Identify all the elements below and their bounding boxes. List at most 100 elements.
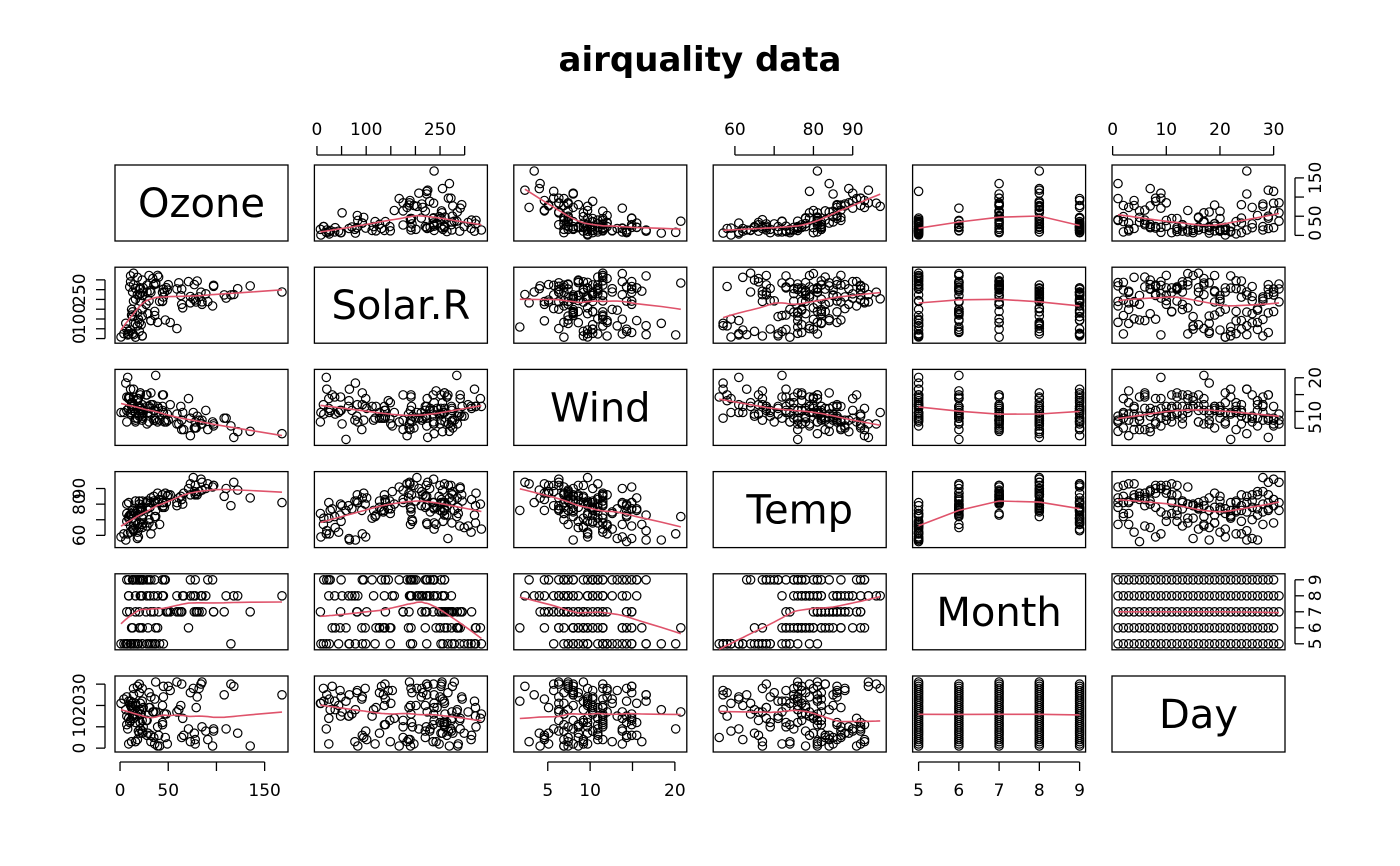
- panel-frame: [513, 164, 688, 242]
- data-point: [875, 407, 885, 418]
- data-point: [612, 533, 622, 544]
- data-point: [1193, 268, 1204, 278]
- data-point: [245, 281, 255, 291]
- data-point: [621, 606, 632, 617]
- data-point: [563, 279, 573, 290]
- data-point: [1074, 505, 1085, 516]
- data-point: [548, 186, 559, 197]
- data-point: [559, 741, 569, 751]
- data-point: [812, 677, 823, 687]
- data-point: [761, 290, 772, 300]
- data-point: [122, 516, 132, 527]
- data-point: [792, 638, 803, 649]
- data-point: [1215, 213, 1225, 224]
- tick-label: 20: [664, 781, 686, 801]
- data-point: [824, 315, 834, 326]
- data-point: [421, 518, 432, 528]
- data-point: [1242, 189, 1252, 199]
- data-point: [455, 390, 465, 400]
- data-point: [587, 497, 598, 508]
- data-point: [387, 421, 398, 431]
- data-point: [617, 707, 628, 717]
- data-point: [832, 681, 842, 692]
- data-point: [641, 329, 651, 340]
- data-point: [1236, 405, 1247, 416]
- data-point: [116, 638, 126, 649]
- data-point: [1268, 574, 1279, 585]
- data-point: [1166, 638, 1177, 649]
- data-point: [380, 574, 391, 585]
- data-point: [144, 514, 154, 525]
- data-point: [416, 213, 427, 223]
- data-point: [855, 622, 866, 633]
- data-point: [1215, 491, 1225, 502]
- data-point: [185, 590, 196, 601]
- data-point: [1215, 413, 1225, 423]
- data-point: [1215, 306, 1225, 317]
- data-point: [128, 525, 139, 536]
- data-point: [913, 213, 924, 223]
- data-point: [1204, 522, 1214, 533]
- panel-frame: [114, 675, 289, 753]
- data-point: [994, 178, 1004, 189]
- data-point: [1074, 417, 1085, 427]
- data-point: [1199, 638, 1209, 649]
- data-point: [123, 497, 134, 508]
- data-point: [804, 323, 815, 334]
- panel-wind-vs-month: [911, 368, 1087, 447]
- data-point: [1166, 478, 1177, 489]
- data-point: [1172, 622, 1182, 633]
- data-point: [1247, 590, 1257, 601]
- data-point: [1252, 574, 1263, 585]
- data-point: [832, 306, 842, 317]
- data-point: [157, 700, 168, 711]
- data-point: [122, 574, 132, 585]
- panel-frame: [1111, 470, 1286, 549]
- data-point: [172, 284, 182, 294]
- data-point: [1188, 270, 1198, 281]
- data-point: [1236, 276, 1247, 286]
- data-point: [913, 505, 924, 516]
- data-point: [788, 689, 799, 700]
- data-point: [1034, 166, 1045, 176]
- data-point: [1263, 223, 1274, 234]
- data-point: [469, 510, 480, 520]
- data-point: [954, 222, 964, 233]
- data-point: [745, 698, 756, 709]
- data-point: [1274, 296, 1284, 307]
- data-point: [463, 638, 473, 649]
- data-point: [828, 700, 838, 711]
- data-point: [524, 574, 534, 585]
- data-point: [1258, 519, 1268, 530]
- data-point: [626, 220, 637, 230]
- data-point: [444, 178, 455, 189]
- data-point: [447, 606, 458, 617]
- data-point: [626, 213, 637, 224]
- data-point: [425, 574, 435, 585]
- data-point: [539, 730, 550, 741]
- data-point: [451, 511, 462, 522]
- data-point: [796, 319, 807, 330]
- data-point: [1034, 188, 1045, 198]
- data-point: [954, 434, 964, 445]
- lowess-smoother-line: [120, 402, 283, 437]
- data-point: [1129, 638, 1139, 649]
- data-point: [469, 226, 480, 236]
- data-point: [357, 528, 368, 539]
- data-point: [563, 679, 573, 689]
- data-point: [376, 223, 387, 234]
- data-point: [1145, 522, 1155, 533]
- data-point: [954, 679, 964, 689]
- data-point: [675, 278, 686, 288]
- data-point: [1225, 330, 1236, 341]
- data-point: [781, 717, 791, 728]
- data-point: [203, 478, 213, 489]
- data-point: [769, 687, 779, 698]
- data-point: [383, 395, 394, 406]
- data-point: [132, 638, 143, 649]
- data-point: [553, 474, 564, 484]
- data-point: [761, 270, 772, 281]
- data-point: [529, 287, 539, 297]
- data-point: [1034, 287, 1045, 297]
- data-point: [385, 736, 396, 747]
